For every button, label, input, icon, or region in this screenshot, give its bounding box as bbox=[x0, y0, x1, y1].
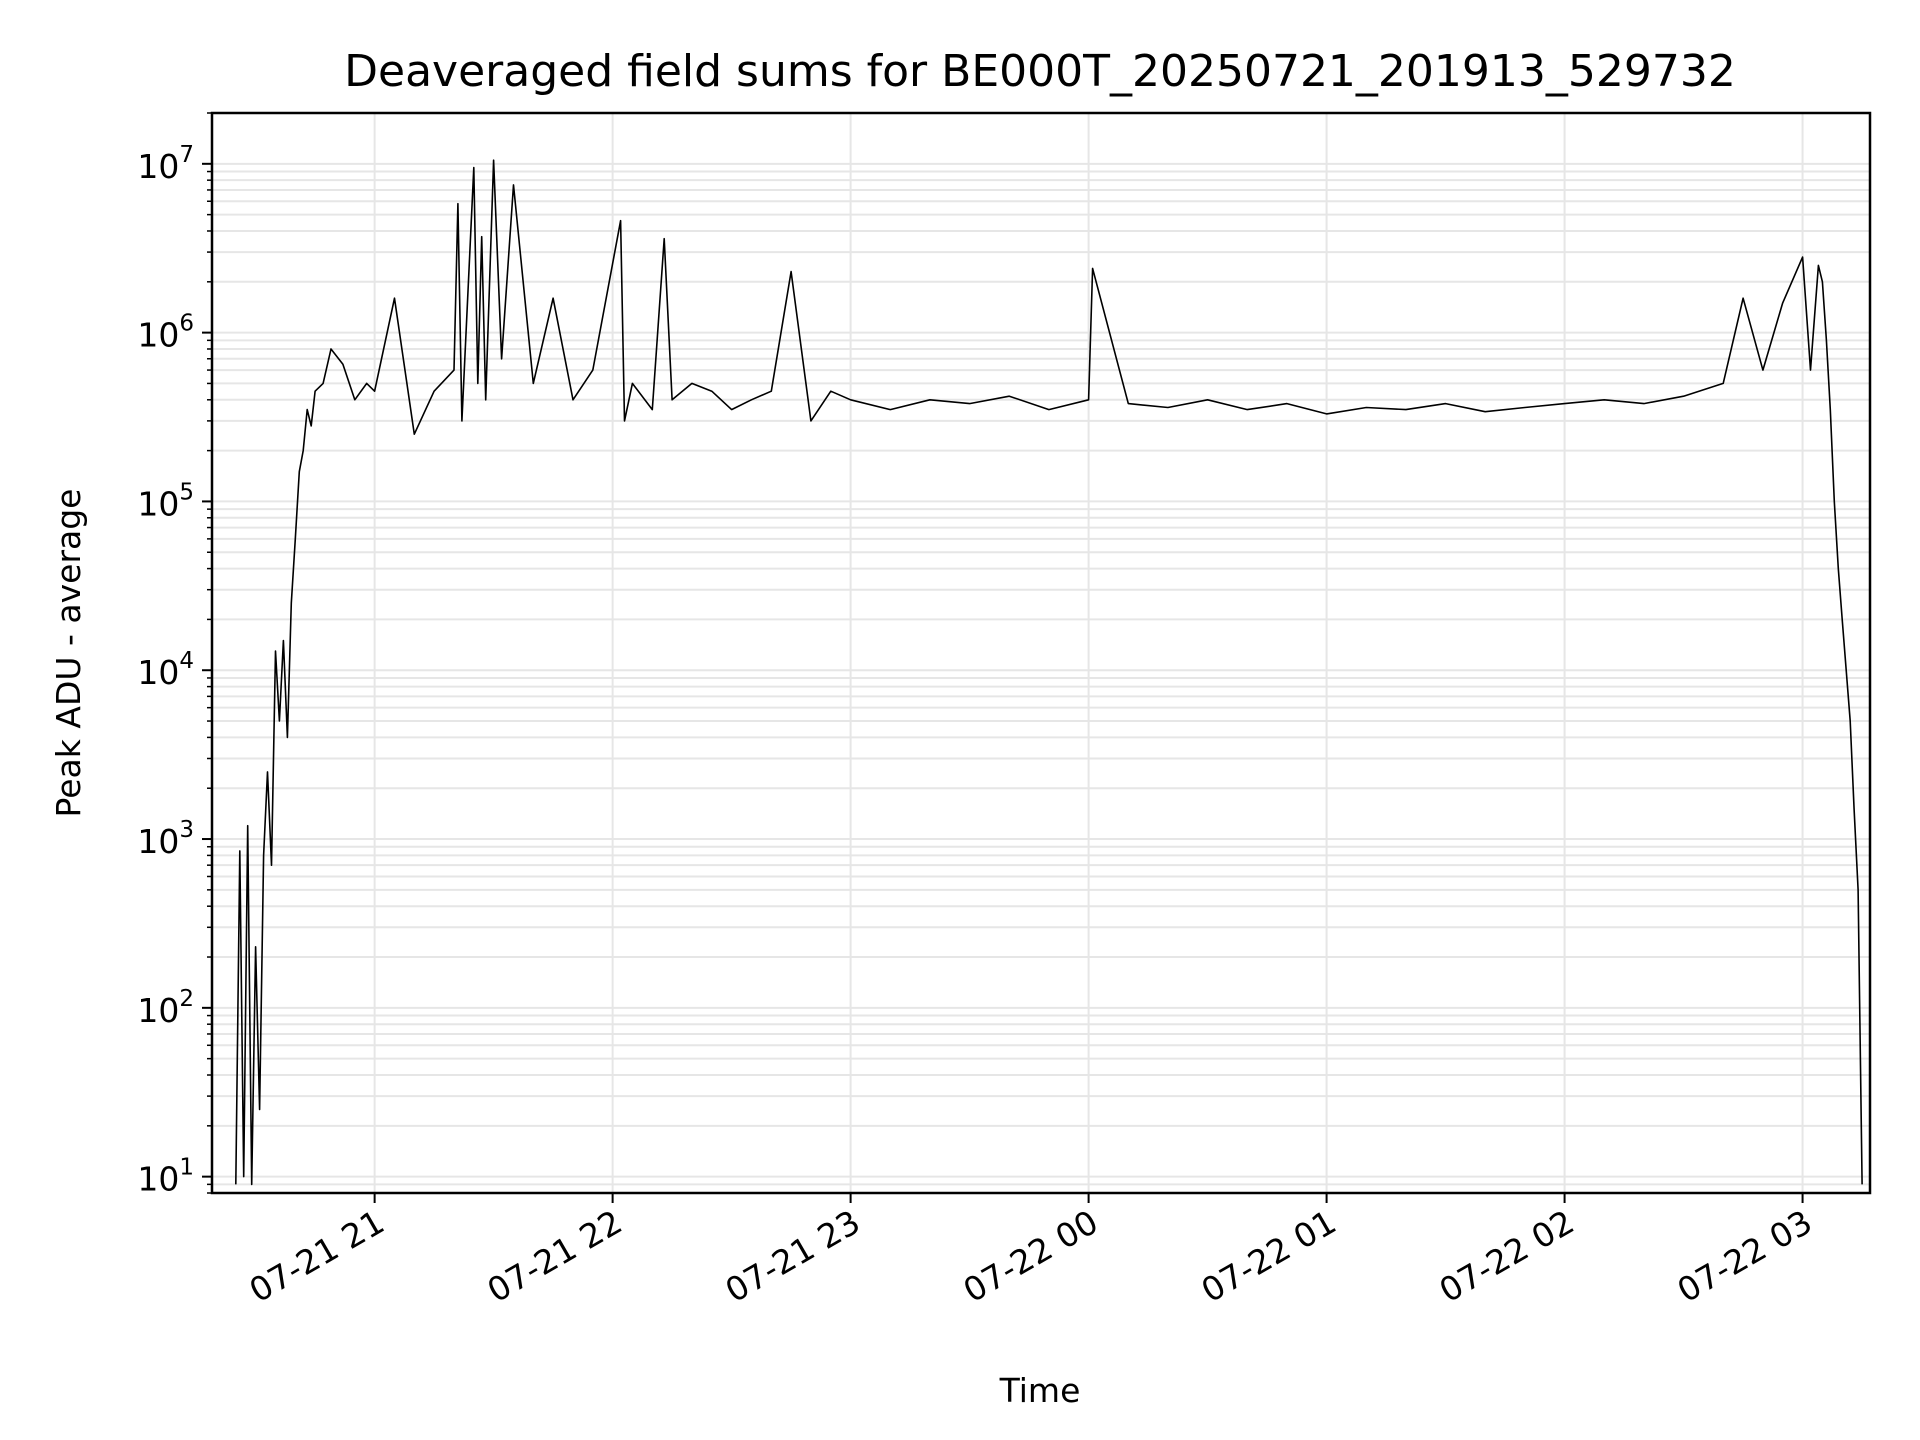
y-tick-label: 107 bbox=[137, 142, 194, 186]
y-axis-label: Peak ADU - average bbox=[49, 489, 88, 818]
y-tick-label: 102 bbox=[137, 986, 194, 1030]
chart-title: Deaveraged field sums for BE000T_2025072… bbox=[344, 46, 1736, 97]
y-tick-label: 101 bbox=[137, 1155, 194, 1199]
grid-lines bbox=[212, 112, 1870, 1194]
y-tick-label: 103 bbox=[137, 817, 194, 861]
y-axis: 101 102 103 104 105 106 107 bbox=[137, 112, 212, 1199]
x-axis-label: Time bbox=[999, 1371, 1081, 1410]
y-tick-label: 104 bbox=[137, 648, 194, 692]
series-line bbox=[235, 159, 1863, 1186]
series-layer bbox=[235, 159, 1863, 1186]
y-tick-label: 106 bbox=[137, 311, 194, 355]
y-tick-label: 105 bbox=[137, 479, 194, 523]
plot-frame bbox=[210, 111, 1872, 1195]
